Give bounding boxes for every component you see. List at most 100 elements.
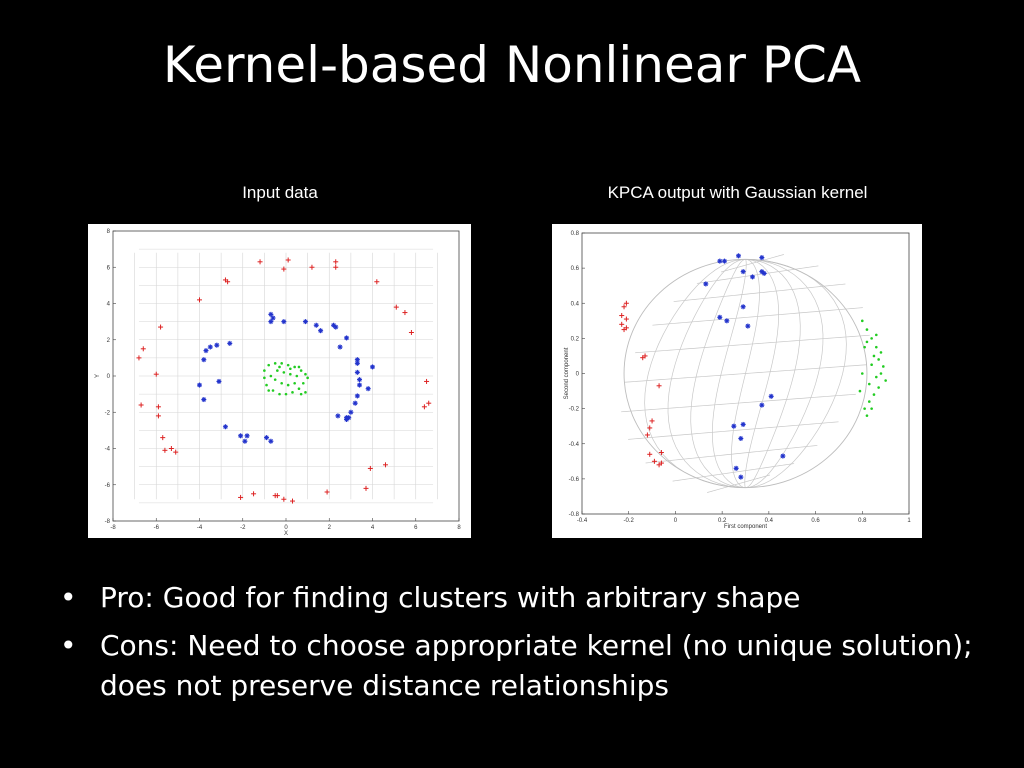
kpca-output-plot: -0.4 -0.2 0 0.2 0.4 0.6 0.8 1 -0.8 -0.6 -0.4 -0.2 0 0… <box>564 231 911 530</box>
data-point-star <box>740 421 746 427</box>
y-tick-label: 0.6 <box>571 266 580 272</box>
data-point-plus <box>658 450 664 456</box>
data-point-dot <box>877 358 880 361</box>
data-point-dot <box>263 369 266 372</box>
data-point-plus <box>649 418 655 424</box>
data-point-star <box>270 315 276 321</box>
surface-parallel <box>720 254 785 273</box>
data-point-star <box>281 319 287 325</box>
surface-parallel <box>652 307 863 326</box>
data-point-dot <box>278 365 281 369</box>
data-point-star <box>761 270 767 276</box>
data-point-dot <box>863 407 866 410</box>
data-point-plus <box>363 485 369 491</box>
data-point-plus <box>621 304 627 310</box>
data-point-plus <box>623 325 629 331</box>
slide-title: Kernel-based Nonlinear PCA <box>162 36 862 94</box>
data-point-dot <box>860 372 864 375</box>
data-point-star <box>238 433 244 439</box>
data-point-dot <box>269 374 273 378</box>
data-point-dot <box>865 328 869 331</box>
data-point-dot <box>299 369 303 372</box>
y-tick-label: -0.8 <box>569 512 580 518</box>
data-point-dot <box>284 392 288 396</box>
bullet-pro: • Pro: Good for finding clusters with arb… <box>58 578 988 618</box>
data-point-star <box>222 424 228 430</box>
x-tick-label: -4 <box>197 525 203 531</box>
data-point-star <box>738 435 744 441</box>
y-tick-label: -0.4 <box>569 442 580 448</box>
data-point-star <box>759 255 765 261</box>
y-tick-label: 2 <box>107 338 111 344</box>
data-point-plus <box>393 304 399 310</box>
data-point-star <box>313 322 319 328</box>
data-point-plus <box>644 432 650 438</box>
data-point-dot <box>875 333 878 337</box>
y-tick-label: -2 <box>105 410 111 416</box>
y-tick-label: 0.8 <box>571 231 580 237</box>
x-tick-label: -2 <box>240 525 246 531</box>
data-point-plus <box>153 371 159 377</box>
y-axis-label: Second component <box>564 347 570 399</box>
x-axis-label: X <box>284 531 288 537</box>
y-tick-label: 0 <box>107 374 111 380</box>
data-point-dot <box>877 386 880 389</box>
data-point-star <box>333 324 339 330</box>
surface-parallel <box>696 265 819 284</box>
data-point-plus <box>158 324 164 330</box>
data-point-star <box>268 438 274 444</box>
data-point-star <box>731 423 737 429</box>
data-point-plus <box>136 355 142 361</box>
input-data-plot: -8 -6 -4 -2 0 2 4 6 8 -8 -6 -4 -2 0 2 4 6 8 X Y <box>95 229 461 537</box>
data-point-dot <box>282 371 286 374</box>
bullet-list: • Pro: Good for finding clusters with arb… <box>58 578 988 714</box>
data-point-dot <box>286 383 290 387</box>
data-point-dot <box>291 391 294 394</box>
data-point-dot <box>267 363 270 367</box>
data-point-dot <box>860 319 864 323</box>
data-point-dot <box>289 367 292 371</box>
data-point-star <box>357 377 363 383</box>
y-tick-label: 6 <box>107 265 111 271</box>
bullet-pro-text: Pro: Good for finding clusters with arbi… <box>100 581 801 614</box>
data-point-plus <box>168 446 174 451</box>
data-point-dot <box>875 375 878 379</box>
data-point-star <box>348 409 354 415</box>
data-point-star <box>335 413 341 419</box>
x-tick-label: 0 <box>674 518 678 524</box>
data-point-star <box>733 465 739 471</box>
surface-parallel <box>628 421 839 440</box>
data-point-star <box>735 253 741 259</box>
data-point-dot <box>867 382 871 386</box>
data-point-plus <box>162 447 168 453</box>
y-tick-label: 0.4 <box>571 301 580 307</box>
data-point-star <box>201 397 207 403</box>
data-point-plus <box>285 257 291 263</box>
data-point-dot <box>293 381 296 385</box>
data-point-star <box>759 402 765 408</box>
x-tick-label: 6 <box>414 525 418 531</box>
data-point-star <box>365 386 371 392</box>
y-tick-label: -0.2 <box>569 407 580 413</box>
data-point-star <box>768 393 774 399</box>
data-point-dot <box>280 381 283 385</box>
data-point-plus <box>656 383 662 389</box>
surface-parallel <box>645 445 818 464</box>
surface-meridian <box>745 258 824 489</box>
data-point-dot <box>295 374 299 378</box>
data-point-dot <box>884 379 887 382</box>
data-point-plus <box>421 404 427 410</box>
data-point-star <box>717 258 723 264</box>
data-point-dot <box>297 387 301 390</box>
data-point-dot <box>273 362 277 365</box>
data-point-dot <box>304 372 307 376</box>
y-axis-label: Y <box>95 374 101 378</box>
data-point-star <box>344 335 350 341</box>
data-point-plus <box>155 413 161 419</box>
data-point-star <box>717 314 723 320</box>
data-point-plus <box>281 496 287 502</box>
data-point-dot <box>865 414 869 417</box>
x-tick-label: 0 <box>284 525 288 531</box>
data-point-star <box>357 382 363 388</box>
data-point-plus <box>333 259 339 265</box>
